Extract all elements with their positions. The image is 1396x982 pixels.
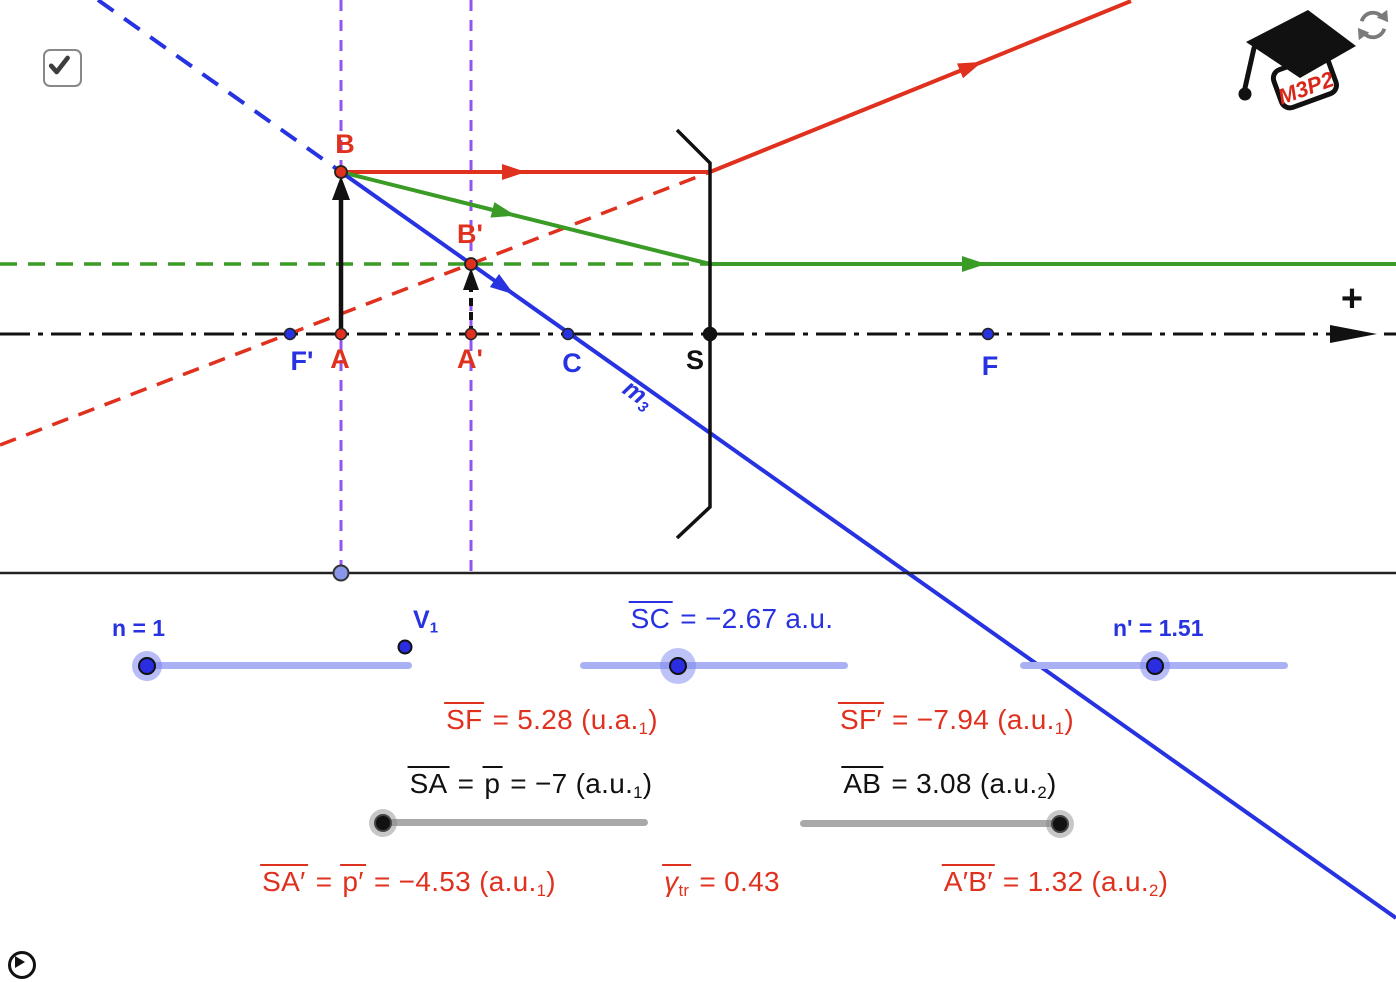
sc-rest: = −2.67 a.u. [672, 603, 834, 634]
gamma-symbol: γtr [662, 864, 692, 901]
sc-symbol: SC [628, 601, 673, 634]
show-checkbox[interactable] [43, 49, 82, 87]
point-B[interactable] [334, 165, 348, 179]
checkmark-icon [48, 55, 70, 75]
sa-subscript: 1 [633, 783, 643, 803]
point-A [334, 327, 348, 341]
sa-p-symbol: p [482, 766, 503, 799]
play-button[interactable] [8, 951, 36, 979]
play-icon [15, 956, 25, 968]
red-ray-extension-dashed [0, 170, 711, 447]
sf-prime-subscript: 1 [1054, 719, 1065, 739]
slider-sa-handle-knob [374, 813, 392, 832]
a-prime-b-prime-symbol: A′B′ [941, 864, 995, 897]
sc-value: SC = −2.67 a.u. [628, 601, 834, 637]
a-prime-b-prime-value: A′B′ = 1.32 (a.u.2) [941, 864, 1169, 902]
sa-value: SA = p = −7 (a.u.1) [407, 766, 653, 804]
gamma-symbol-base: γ [664, 866, 679, 897]
sa-prime-value: SA′ = p′ = −4.53 (a.u.1) [260, 864, 556, 902]
label-A: A [330, 344, 350, 374]
label-B-prime: B' [457, 219, 483, 249]
positive-direction-sign: + [1340, 278, 1364, 320]
slider-n-label: n = 1 [112, 615, 166, 641]
m3p2-logo: M3P2 [1238, 4, 1358, 114]
slider-sa-track[interactable] [380, 819, 648, 826]
slider-ab-handle-knob [1051, 814, 1069, 833]
sa-prime-symbol: SA′ [260, 864, 308, 897]
point-A-prime [464, 327, 478, 341]
point-V1[interactable] [397, 639, 413, 655]
sa-prime-eq: = [307, 866, 341, 897]
point-B-prime [464, 257, 478, 271]
ab-subscript: 2 [1037, 783, 1048, 803]
label-S: S [685, 345, 705, 375]
a-prime-b-prime-end: ) [1158, 866, 1169, 897]
sf-prime-value: SF′ = −7.94 (a.u.1) [838, 702, 1074, 740]
label-A-prime: A' [457, 344, 483, 374]
gamma-symbol-subscript: tr [678, 881, 690, 901]
slider-n-prime-handle-knob [1146, 656, 1164, 675]
sf-end: ) [648, 704, 658, 735]
sf-prime-symbol: SF′ [838, 702, 884, 735]
reset-icon [1357, 9, 1389, 41]
label-V1: V1 [413, 608, 438, 636]
point-C [561, 327, 575, 341]
point-F [981, 327, 995, 341]
optical-axis-arrowhead [1330, 325, 1377, 343]
image-arrowhead [463, 268, 479, 290]
sa-end: ) [642, 768, 653, 799]
sf-mid: = 5.28 (u.a. [484, 704, 639, 735]
label-B: B [335, 129, 355, 159]
a-prime-b-prime-subscript: 2 [1148, 881, 1159, 901]
slider-n-handle-knob [138, 656, 156, 675]
object-arrowhead [332, 176, 350, 200]
gamma-rest: = 0.43 [691, 866, 780, 897]
slider-n-track[interactable] [145, 662, 412, 669]
slider-sc-handle-knob [669, 656, 687, 675]
slider-sc-track[interactable] [580, 662, 848, 669]
a-prime-b-prime-mid: = 1.32 (a.u. [994, 866, 1149, 897]
sf-value: SF = 5.28 (u.a.1) [444, 702, 658, 740]
sa-prime-mid: = −4.53 (a.u. [365, 866, 537, 897]
label-V1-subscript: 1 [429, 619, 439, 637]
label-F: F [981, 351, 999, 381]
green-ray-incident [340, 170, 711, 266]
graduation-cap-icon: M3P2 [1238, 10, 1356, 111]
sa-symbol: SA [407, 766, 450, 799]
slider-n-prime-label: n' = 1.51 [1113, 615, 1204, 641]
point-S [702, 326, 718, 342]
red-ray-refracted [709, 0, 1132, 174]
reset-button[interactable] [1356, 8, 1390, 42]
blue-ray-extension-dashed [96, 0, 343, 174]
ab-mid: = 3.08 (a.u. [883, 768, 1038, 799]
slider-ab-track[interactable] [800, 820, 1068, 827]
sa-prime-subscript: 1 [536, 881, 547, 901]
sf-symbol: SF [444, 702, 485, 735]
label-V1-base: V [413, 606, 430, 634]
sf-prime-mid: = −7.94 (a.u. [883, 704, 1055, 735]
sf-subscript: 1 [638, 719, 649, 739]
sa-prime-p-symbol: p′ [340, 864, 366, 897]
free-point-on-separator[interactable] [332, 564, 350, 582]
sa-prime-end: ) [546, 866, 556, 897]
ab-symbol: AB [841, 766, 884, 799]
blue-ray-through-center [339, 170, 1396, 920]
sf-prime-end: ) [1064, 704, 1074, 735]
sa-mid: = −7 (a.u. [502, 768, 634, 799]
point-F-prime [283, 327, 297, 341]
sa-eq: = [449, 768, 483, 799]
ab-value: AB = 3.08 (a.u.2) [841, 766, 1056, 804]
ab-end: ) [1047, 768, 1057, 799]
gamma-value: γtr = 0.43 [662, 864, 780, 900]
label-F-prime: F' [290, 346, 314, 376]
label-C: C [562, 348, 582, 378]
